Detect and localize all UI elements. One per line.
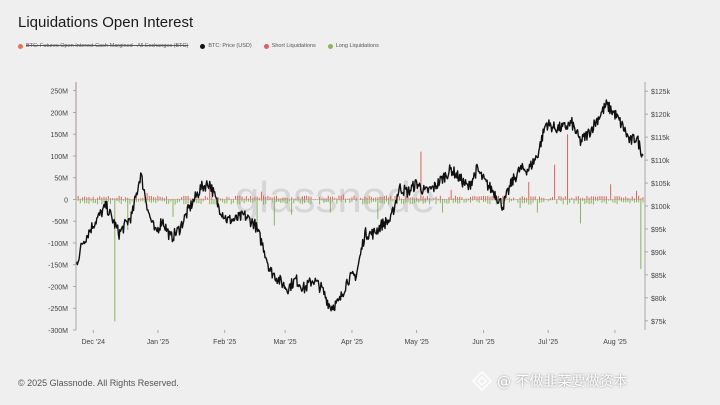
glassnode-watermark: glassnode — [235, 173, 436, 222]
left-tick-label: 200M — [50, 110, 68, 117]
axes: 250M 200M 150M 100M 50M 0 -50M -100M -150M -200M -… — [48, 82, 671, 346]
legend-dot-short — [263, 43, 269, 49]
legend-label-open-interest: BTC: Futures Open Interest Cash-Margined… — [26, 43, 189, 49]
x-tick-label: Feb '25 — [213, 339, 236, 346]
legend-dot-open-interest — [18, 43, 23, 49]
x-tick-label: Dec '24 — [81, 339, 105, 346]
left-tick-label: 0 — [64, 197, 68, 204]
btc-price-line — [75, 99, 644, 312]
legend-label-price: BTC: Price (USD) — [208, 43, 252, 49]
left-tick-label: -300M — [48, 328, 68, 335]
x-tick-label: Apr '25 — [341, 339, 363, 346]
legend-item-short-liquidations[interactable]: Short Liquidations — [263, 43, 316, 49]
copyright-footer: © 2025 Glassnode. All Rights Reserved. — [18, 378, 179, 388]
price-line-group — [75, 99, 644, 312]
chart-title: Liquidations Open Interest — [18, 14, 194, 31]
left-tick-label: 100M — [50, 154, 68, 161]
left-tick-label: -200M — [48, 284, 68, 291]
left-tick-label: 150M — [50, 132, 68, 139]
right-tick-label: $85k — [651, 273, 667, 280]
x-tick-label: Mar '25 — [274, 339, 297, 346]
right-tick-label: $120k — [651, 112, 671, 119]
right-tick-label: $105k — [651, 181, 671, 188]
left-tick-label: -50M — [52, 219, 68, 226]
x-tick-label: May '25 — [404, 339, 428, 346]
right-tick-label: $95k — [651, 227, 667, 234]
legend-label-long: Long Liquidations — [335, 43, 379, 49]
left-tick-label: -150M — [48, 263, 68, 270]
liquidation-bars — [75, 82, 644, 322]
legend-label-short: Short Liquidations — [271, 43, 316, 49]
left-tick-label: -250M — [48, 306, 68, 313]
x-tick-label: Jul '25 — [538, 339, 558, 346]
x-tick-label: Aug '25 — [603, 339, 627, 346]
right-tick-label: $115k — [651, 135, 670, 142]
legend-item-long-liquidations[interactable]: Long Liquidations — [327, 43, 379, 49]
x-tick-label: Jun '25 — [472, 339, 494, 346]
legend-item-open-interest[interactable]: BTC: Futures Open Interest Cash-Margined… — [18, 43, 188, 49]
social-logo-icon — [471, 370, 493, 392]
social-watermark: @ 不做韭菜要做资本 — [497, 374, 628, 390]
legend-dot-long — [327, 43, 333, 49]
legend-dot-price — [200, 43, 206, 49]
left-tick-label: 50M — [54, 176, 68, 183]
right-tick-label: $110k — [651, 158, 670, 165]
right-tick-label: $80k — [651, 296, 667, 303]
x-tick-label: Jan '25 — [147, 339, 169, 346]
legend-item-price[interactable]: BTC: Price (USD) — [200, 43, 252, 49]
right-tick-label: $100k — [651, 204, 671, 211]
right-tick-label: $90k — [651, 250, 667, 257]
right-tick-label: $75k — [651, 319, 667, 326]
chart-legend[interactable]: BTC: Futures Open Interest Cash-Margined… — [18, 43, 379, 49]
left-tick-label: 250M — [50, 89, 68, 96]
left-tick-label: -100M — [48, 241, 68, 248]
right-tick-label: $125k — [651, 89, 671, 96]
